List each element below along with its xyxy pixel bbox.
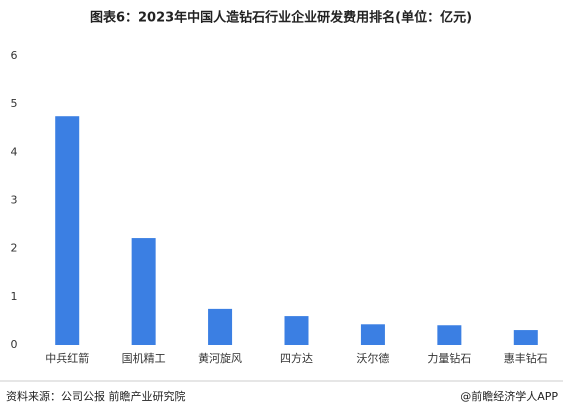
x-tick-label: 中兵红箭 (45, 351, 89, 365)
credit: @前瞻经济学人APP (460, 389, 558, 403)
bar (284, 316, 309, 345)
x-tick-label: 沃尔德 (356, 351, 389, 365)
y-tick-label: 0 (11, 338, 18, 351)
x-tick-label: 力量钻石 (427, 351, 471, 365)
y-tick-label: 1 (11, 290, 18, 303)
bar (55, 116, 80, 345)
y-tick-label: 4 (11, 145, 18, 158)
x-tick-label: 惠丰钻石 (504, 351, 548, 365)
chart-title: 图表6：2023年中国人造钻石行业企业研发费用排名(单位：亿元) (90, 10, 472, 26)
y-tick-label: 6 (11, 49, 18, 62)
x-tick-label: 四方达 (280, 351, 313, 365)
bar (437, 325, 462, 345)
bar (208, 308, 233, 345)
source: 资料来源：公司公报 前瞻产业研究院 (6, 389, 186, 403)
x-tick-label: 国机精工 (122, 351, 166, 365)
y-tick-label: 2 (11, 242, 18, 255)
x-tick-label: 黄河旋风 (198, 351, 242, 365)
bar (360, 324, 385, 345)
y-tick-label: 3 (11, 194, 18, 207)
bar (513, 330, 538, 345)
y-tick-label: 5 (11, 97, 18, 110)
bar (131, 238, 156, 345)
